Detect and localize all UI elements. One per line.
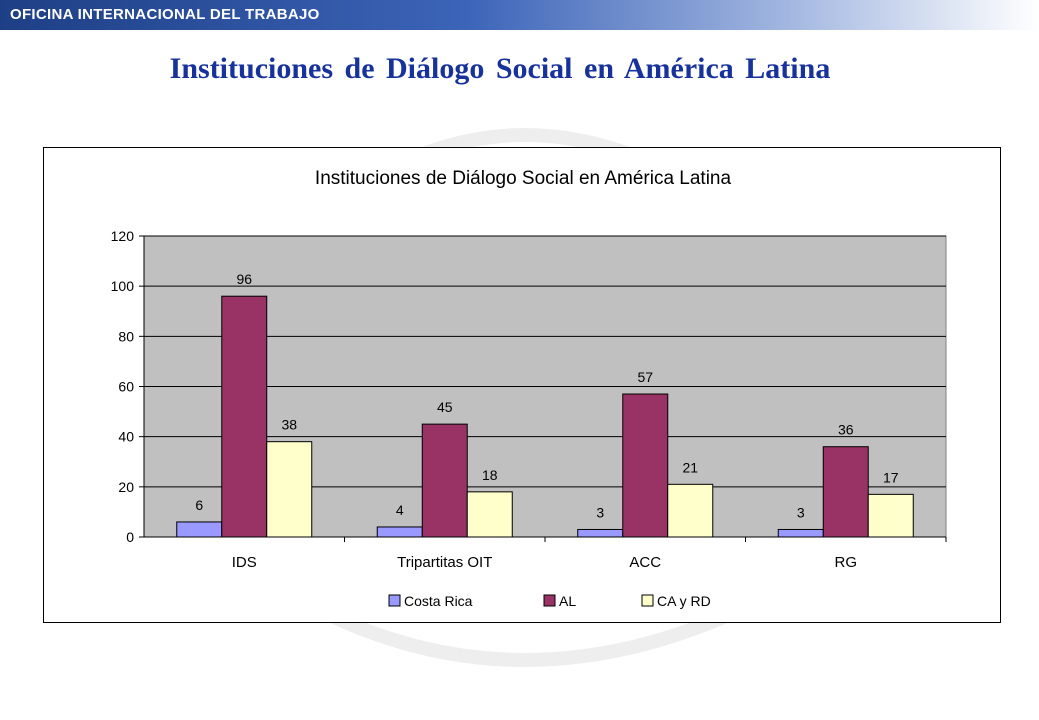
- data-label: 38: [281, 417, 297, 433]
- legend-swatch: [388, 594, 401, 607]
- data-label: 21: [682, 459, 698, 475]
- bar-chart: Instituciones de Diálogo Social en Améri…: [111, 168, 947, 609]
- bar-ca-y-rd-acc: [667, 483, 714, 538]
- legend-label: CA y RD: [657, 593, 711, 609]
- x-category-label: ACC: [629, 554, 661, 571]
- data-label: 3: [596, 504, 604, 520]
- bar-costa-rica-ids: [176, 521, 223, 538]
- chart-title: Instituciones de Diálogo Social en Améri…: [315, 168, 732, 189]
- y-tick-label: 60: [118, 379, 134, 395]
- data-label: 3: [797, 504, 805, 520]
- legend-label: AL: [559, 593, 576, 609]
- bar-costa-rica-tripartitas-oit: [376, 526, 423, 538]
- bar-al-tripartitas-oit: [421, 423, 468, 538]
- legend: Costa Rica AL CA y RD: [388, 593, 711, 609]
- data-label: 6: [195, 497, 203, 513]
- data-label: 57: [637, 369, 653, 385]
- legend-label: Costa Rica: [404, 593, 473, 609]
- bar-costa-rica-rg: [777, 528, 824, 538]
- x-category-label: IDS: [232, 554, 257, 571]
- y-tick-label: 40: [118, 429, 134, 445]
- bar-al-ids: [221, 295, 268, 538]
- bar-costa-rica-acc: [577, 528, 624, 538]
- data-label: 96: [236, 271, 252, 287]
- y-tick-label: 0: [126, 529, 134, 545]
- bar-al-acc: [622, 393, 669, 538]
- bar-ca-y-rd-ids: [266, 441, 313, 538]
- org-name: OFICINA INTERNACIONAL DEL TRABAJO: [10, 6, 320, 23]
- bar-al-rg: [822, 446, 869, 538]
- data-label: 17: [883, 469, 899, 485]
- bar-ca-y-rd-tripartitas-oit: [466, 491, 513, 538]
- y-tick-label: 20: [118, 479, 134, 495]
- data-label: 36: [838, 422, 854, 438]
- slide-title: Instituciones de Diálogo Social en Améri…: [169, 52, 831, 85]
- x-category-label: Tripartitas OIT: [397, 554, 492, 571]
- y-tick-label: 120: [111, 228, 135, 244]
- header-bar: OFICINA INTERNACIONAL DEL TRABAJO: [0, 0, 1039, 30]
- data-label: 18: [482, 467, 498, 483]
- chart-container: Instituciones de Diálogo Social en Améri…: [43, 147, 1001, 623]
- y-tick-label: 100: [111, 278, 135, 294]
- legend-swatch: [543, 594, 556, 607]
- bar-ca-y-rd-rg: [867, 493, 914, 538]
- y-tick-label: 80: [118, 328, 134, 344]
- x-category-label: RG: [835, 554, 858, 571]
- data-label: 4: [396, 502, 404, 518]
- legend-swatch: [641, 594, 654, 607]
- data-label: 45: [437, 399, 453, 415]
